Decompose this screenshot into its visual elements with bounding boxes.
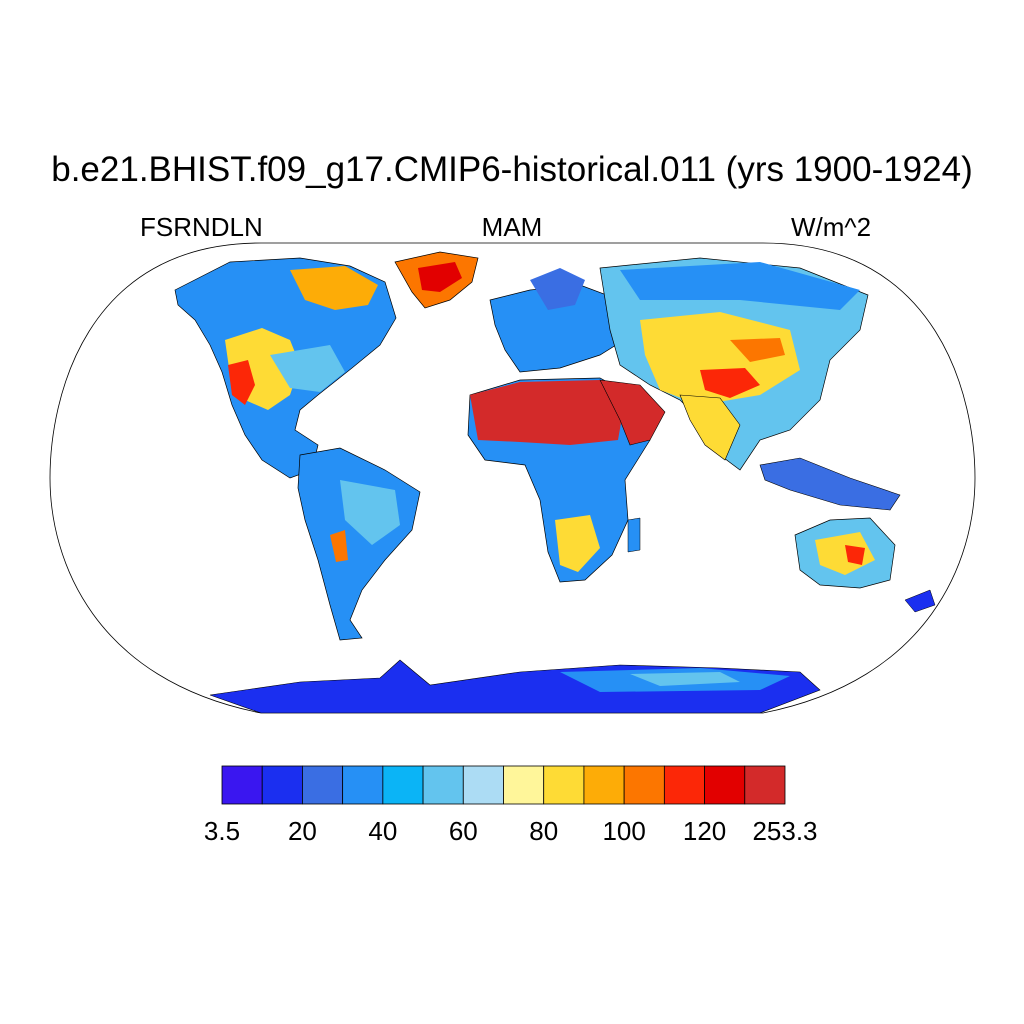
colorbar-swatch xyxy=(221,765,263,805)
colorbar-swatch xyxy=(704,765,746,805)
land-field xyxy=(174,251,936,713)
new-zealand xyxy=(904,589,936,613)
colorbar-swatch xyxy=(623,765,665,805)
colorbar xyxy=(221,765,786,805)
colorbar-tick-label: 3.5 xyxy=(204,816,240,846)
australia-hot xyxy=(845,545,865,565)
colorbar-swatch xyxy=(543,765,585,805)
colorbar-swatch xyxy=(744,765,786,805)
antarctica-light xyxy=(630,672,740,686)
andes-warm xyxy=(330,530,348,562)
colorbar-swatch xyxy=(302,765,344,805)
colorbar-swatch xyxy=(261,765,303,805)
north-america-hot xyxy=(228,360,255,405)
colorbar-labels: 3.5 20 40 60 80 100 120 253.3 xyxy=(204,816,818,846)
canada-light xyxy=(270,345,345,392)
madagascar xyxy=(627,517,641,553)
siberia xyxy=(620,262,860,310)
colorbar-tick-label: 253.3 xyxy=(752,816,817,846)
colorbar-tick-label: 80 xyxy=(529,816,558,846)
asia-warm xyxy=(640,312,800,405)
colorbar-swatch xyxy=(422,765,464,805)
indonesia xyxy=(759,457,901,511)
colorbar-swatch xyxy=(663,765,705,805)
units-label: W/m^2 xyxy=(791,212,872,242)
colorbar-swatch xyxy=(342,765,384,805)
season-label: MAM xyxy=(481,212,543,242)
colorbar-tick-label: 60 xyxy=(449,816,478,846)
colorbar-swatch xyxy=(503,765,545,805)
colorbar-tick-label: 20 xyxy=(288,816,317,846)
southern-africa-warm xyxy=(555,515,600,572)
colorbar-swatch xyxy=(382,765,424,805)
scandinavia xyxy=(530,268,585,310)
variable-label: FSRNDLN xyxy=(140,212,263,242)
sahara xyxy=(470,380,625,445)
colorbar-tick-label: 40 xyxy=(368,816,397,846)
india xyxy=(679,394,741,461)
tibet-hot xyxy=(700,368,760,398)
south-america-light xyxy=(340,480,400,545)
colorbar-swatch xyxy=(583,765,625,805)
colorbar-swatch xyxy=(462,765,504,805)
colorbar-tick-label: 100 xyxy=(602,816,645,846)
canada-warm xyxy=(290,266,378,310)
arabia xyxy=(599,379,666,446)
map-title: b.e21.BHIST.f09_g17.CMIP6-historical.011… xyxy=(51,150,973,189)
greenland-core xyxy=(418,262,462,292)
colorbar-tick-label: 120 xyxy=(683,816,726,846)
mongolia-hot xyxy=(730,338,785,362)
